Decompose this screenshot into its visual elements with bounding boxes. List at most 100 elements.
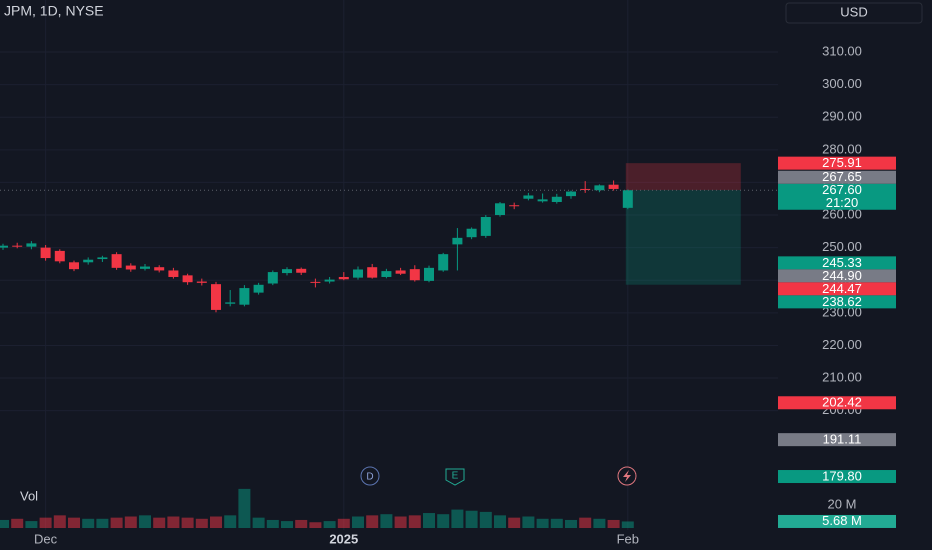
event-dividend[interactable]: D [360,466,380,486]
candle-body [523,195,534,199]
y-tick-label: 290.00 [822,109,862,124]
price-label: 245.33 [822,255,862,270]
volume-bar [352,516,364,528]
candle-body [324,279,335,282]
candle-body [438,254,449,271]
y-tick-label: 310.00 [822,43,862,58]
volume-title: Vol [20,488,38,503]
candle-body [537,199,548,202]
event-label[interactable]: E [452,471,459,482]
volume-bar [309,522,322,528]
volume-bar [465,510,478,528]
volume-bar [607,519,620,528]
volume-bar [380,514,393,528]
candle-body [381,271,392,277]
candle-body [395,270,406,274]
candle-body [54,250,65,262]
volume-bar [621,521,634,528]
candle-body [580,188,591,190]
candle-body [125,265,136,270]
volume-bar [25,521,38,528]
volume-bar [295,519,308,528]
candle-body [69,262,79,270]
candle-body [211,284,221,310]
volume-label-box [778,514,896,528]
volume-label: 5.68 M [822,513,862,528]
volume-bar [593,518,606,528]
x-tick-label: 2025 [329,531,358,546]
event-icon[interactable] [623,470,631,482]
candle-body [225,302,236,304]
volume-bar [210,516,222,528]
y-tick-label: 260.00 [822,206,862,221]
event-icon[interactable] [445,468,465,486]
event-split[interactable] [617,466,637,486]
volume-bar [11,518,24,528]
volume-bar [82,518,95,528]
countdown-label: 21:20 [826,195,859,210]
candle-body [282,269,292,274]
candle-body [140,266,150,269]
volume-bar [266,519,279,528]
grid [0,0,778,530]
volume-bar [167,516,180,528]
volume-bar [68,517,80,528]
price-label: 275.91 [822,155,862,170]
volume-bar [508,517,521,528]
event-earnings[interactable]: E [445,468,465,486]
candle-body [509,205,520,207]
price-label-box [778,156,896,170]
price-label: 202.42 [822,395,862,410]
price-label-box [778,433,896,447]
chart-title: JPM, 1D, NYSE [4,3,104,19]
currency-label[interactable]: USD [840,4,867,19]
candle-body [182,275,193,283]
volume-bar [451,509,464,528]
candle-body [12,245,23,247]
price-label-box [778,256,896,270]
volume-bar [110,517,123,528]
volume-bar [522,516,535,528]
candle-body [267,272,278,284]
candle-body [310,281,321,283]
candle-body [424,267,434,281]
candle-body [168,270,179,277]
volume-bar [238,488,251,528]
volume-bar [0,519,9,528]
candle-body [296,268,307,273]
volume-bar [408,515,421,528]
volume-bar [96,518,109,528]
volume-bar [53,515,66,528]
candle-body [353,269,363,278]
y-tick-label: 300.00 [822,76,862,91]
candle-body [495,203,505,216]
candle-body [480,216,491,236]
volume-bar [366,515,379,528]
price-label-box [778,282,896,296]
candle-body [409,269,420,281]
price-label: 238.62 [822,294,862,309]
volume-bar [423,513,435,528]
candle-body [253,284,264,293]
candle-body [154,267,165,271]
event-icon[interactable] [360,466,380,486]
candle-body [622,190,633,208]
volume-bar [181,517,194,528]
price-label-box [778,183,896,210]
currency-button[interactable] [785,2,923,24]
volume-bar [39,517,52,528]
volume-bar [224,515,237,528]
volume-bar [479,511,492,528]
volume-bar [437,514,450,528]
candle-body [452,237,463,245]
event-label[interactable]: D [366,472,373,483]
volume-tick-label: 20 M [828,496,857,511]
volume-bar [337,518,350,528]
candle-body [26,243,37,247]
volume-bar [579,517,592,528]
volume-bar [565,519,577,528]
candle-body [83,259,94,263]
candle-body [40,247,51,259]
candle-body [239,288,250,305]
price-label: 244.90 [822,268,862,283]
